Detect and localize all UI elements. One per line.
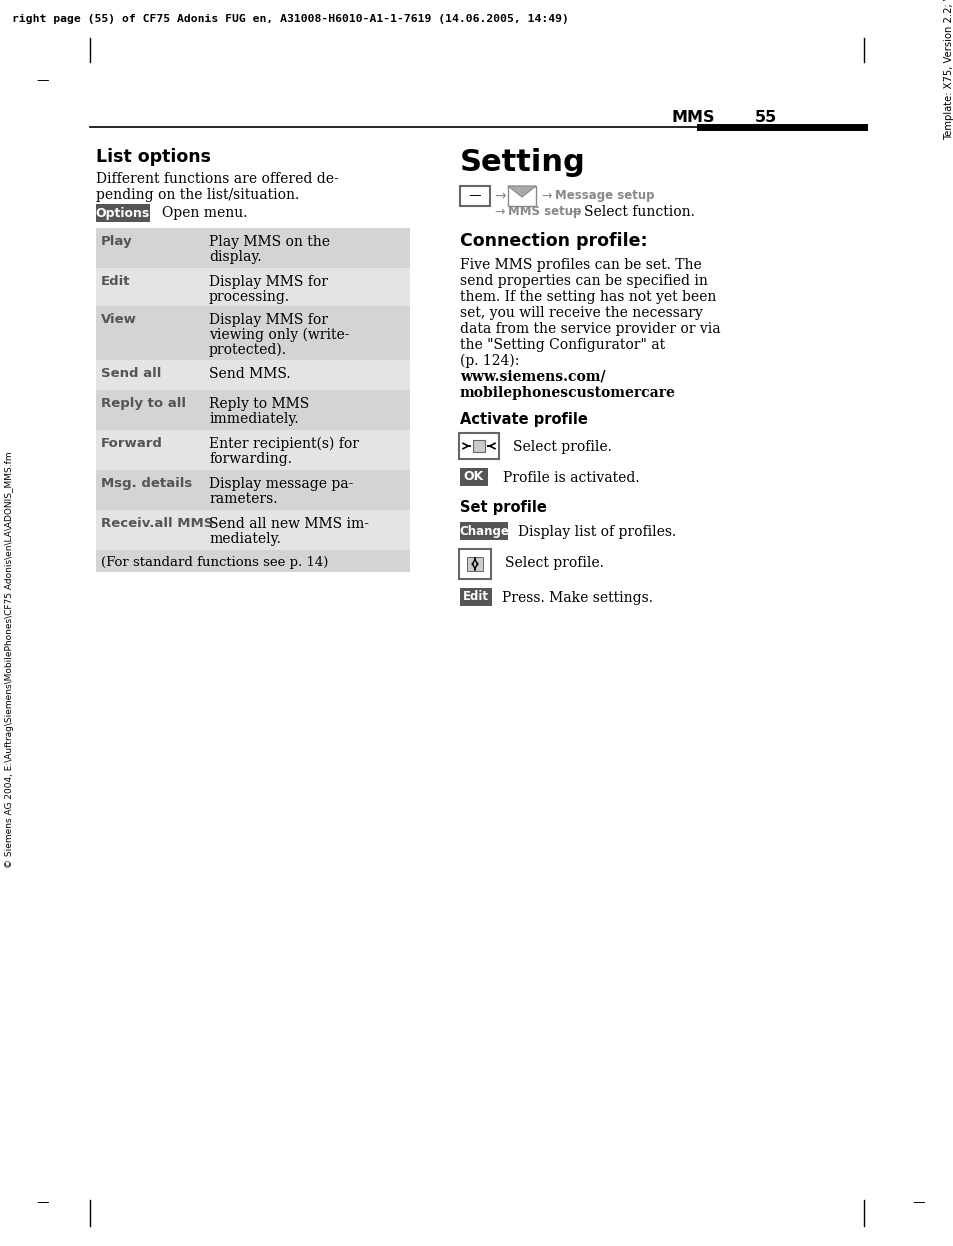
Text: Display message pa-: Display message pa-	[209, 477, 353, 491]
Text: Send MMS.: Send MMS.	[209, 368, 291, 381]
Text: (For standard functions see p. 14): (For standard functions see p. 14)	[101, 556, 328, 569]
Bar	[96, 470, 410, 510]
Text: © Siemens AG 2004, E:\Auftrag\Siemens\MobilePhones\CF75 Adonis\en\LA\ADONIS_MMS.: © Siemens AG 2004, E:\Auftrag\Siemens\Mo…	[6, 452, 14, 868]
Polygon shape	[507, 186, 536, 197]
Text: them. If the setting has not yet been: them. If the setting has not yet been	[459, 290, 716, 304]
Text: mediately.: mediately.	[209, 532, 280, 546]
Text: Enter recipient(s) for: Enter recipient(s) for	[209, 437, 358, 451]
Text: Edit: Edit	[462, 591, 489, 603]
Text: right page (55) of CF75 Adonis FUG en, A31008-H6010-A1-1-7619 (14.06.2005, 14:49: right page (55) of CF75 Adonis FUG en, A…	[12, 14, 568, 24]
Text: immediately.: immediately.	[209, 412, 298, 426]
Text: Reply to all: Reply to all	[101, 397, 186, 410]
Text: List options: List options	[96, 148, 211, 166]
Bar	[507, 186, 536, 206]
Text: mobilephonescustomercare: mobilephonescustomercare	[459, 386, 675, 400]
Text: Send all new MMS im-: Send all new MMS im-	[209, 517, 369, 531]
Text: Msg. details: Msg. details	[101, 477, 193, 490]
Text: Edit: Edit	[101, 275, 131, 288]
Text: Different functions are offered de-: Different functions are offered de-	[96, 172, 338, 186]
Text: Select function.: Select function.	[583, 206, 694, 219]
Text: Play: Play	[101, 235, 132, 248]
FancyBboxPatch shape	[458, 549, 491, 579]
Text: (p. 124):: (p. 124):	[459, 354, 518, 369]
Text: Open menu.: Open menu.	[162, 206, 247, 221]
Bar	[96, 204, 150, 222]
Text: Display MMS for: Display MMS for	[209, 275, 328, 289]
Text: Template: X75, Version 2.2; VAR Language: en; VAR issue date: 050524: Template: X75, Version 2.2; VAR Language…	[943, 0, 953, 140]
Text: Five MMS profiles can be set. The: Five MMS profiles can be set. The	[459, 258, 701, 272]
Text: →: →	[494, 189, 505, 203]
Text: View: View	[101, 313, 136, 326]
Text: MMS setup: MMS setup	[507, 206, 580, 218]
Text: Message setup: Message setup	[555, 189, 654, 203]
Text: viewing only (write-: viewing only (write-	[209, 328, 349, 343]
Bar	[96, 549, 410, 572]
Text: Send all: Send all	[101, 368, 161, 380]
Text: Forward: Forward	[101, 437, 163, 450]
Bar	[473, 440, 484, 452]
Text: set, you will receive the necessary: set, you will receive the necessary	[459, 307, 702, 320]
Text: OK: OK	[463, 471, 483, 483]
Text: Press. Make settings.: Press. Make settings.	[501, 591, 652, 606]
Text: Play MMS on the: Play MMS on the	[209, 235, 330, 249]
Text: Select profile.: Select profile.	[504, 556, 603, 569]
Text: the "Setting Configurator" at: the "Setting Configurator" at	[459, 338, 664, 353]
Bar	[96, 430, 410, 470]
Text: forwarding.: forwarding.	[209, 452, 292, 466]
Bar	[459, 522, 507, 540]
Text: Options: Options	[95, 207, 150, 219]
Text: data from the service provider or via: data from the service provider or via	[459, 321, 720, 336]
Text: Setting: Setting	[459, 148, 585, 177]
Text: Display MMS for: Display MMS for	[209, 313, 328, 326]
Bar	[459, 468, 488, 486]
Text: MMS: MMS	[671, 110, 715, 125]
Text: Connection profile:: Connection profile:	[459, 232, 647, 250]
Text: pending on the list/situation.: pending on the list/situation.	[96, 188, 299, 202]
Text: →: →	[569, 206, 579, 218]
Text: Activate profile: Activate profile	[459, 412, 587, 427]
Text: Change: Change	[458, 525, 508, 537]
Text: Select profile.: Select profile.	[513, 440, 611, 454]
Text: protected).: protected).	[209, 343, 287, 358]
Text: →: →	[540, 189, 551, 203]
FancyBboxPatch shape	[459, 186, 490, 206]
Bar	[467, 557, 482, 571]
Bar	[96, 307, 410, 360]
Text: Display list of profiles.: Display list of profiles.	[517, 525, 676, 540]
Text: processing.: processing.	[209, 290, 290, 304]
Text: display.: display.	[209, 250, 261, 264]
Text: www.siemens.com/: www.siemens.com/	[459, 370, 605, 384]
Text: Receiv.all MMS: Receiv.all MMS	[101, 517, 213, 530]
Text: send properties can be specified in: send properties can be specified in	[459, 274, 707, 288]
Text: —: —	[468, 189, 480, 203]
Bar	[96, 390, 410, 430]
Text: Profile is activated.: Profile is activated.	[502, 471, 639, 485]
Text: Set profile: Set profile	[459, 500, 546, 515]
Bar	[96, 228, 410, 268]
Text: →: →	[494, 206, 504, 218]
Bar	[96, 268, 410, 307]
Text: Reply to MMS: Reply to MMS	[209, 397, 309, 411]
Text: —: —	[36, 74, 49, 87]
Text: —: —	[36, 1196, 49, 1209]
FancyBboxPatch shape	[458, 434, 498, 459]
Bar	[459, 588, 492, 606]
Text: 55: 55	[754, 110, 777, 125]
Bar	[96, 510, 410, 549]
Text: —: —	[911, 1196, 923, 1209]
Bar	[96, 360, 410, 390]
Text: rameters.: rameters.	[209, 492, 277, 506]
